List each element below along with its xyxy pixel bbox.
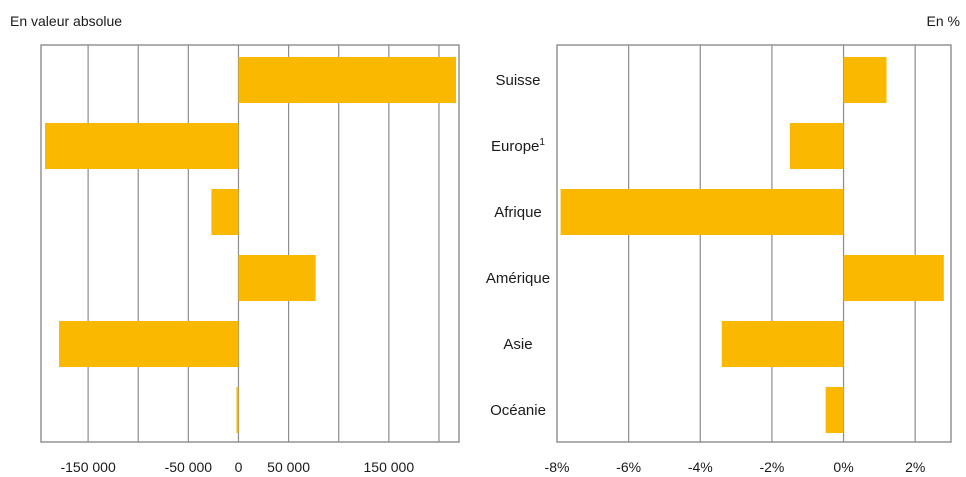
bar-absolute-0 bbox=[238, 57, 456, 103]
bar-percent-0 bbox=[843, 57, 887, 103]
x-tick-label-1: -4% bbox=[688, 459, 713, 475]
bar-percent-2 bbox=[560, 189, 844, 235]
category-label: Suisse bbox=[495, 72, 540, 89]
bar-percent-3 bbox=[843, 255, 944, 301]
category-label: Amérique bbox=[486, 270, 550, 287]
left-chart-caption: En valeur absolue bbox=[10, 13, 123, 29]
category-label: Europe1 bbox=[491, 137, 545, 155]
x-tick-label-0: 0 bbox=[235, 459, 243, 475]
bar-percent-1 bbox=[789, 123, 844, 169]
category-label: Afrique bbox=[494, 204, 542, 221]
bar-absolute-1 bbox=[45, 123, 239, 169]
bar-absolute-2 bbox=[211, 189, 239, 235]
bar-absolute-4 bbox=[59, 321, 239, 367]
bar-percent-5 bbox=[825, 387, 844, 433]
bar-percent-4 bbox=[721, 321, 844, 367]
bar-absolute-5 bbox=[236, 387, 239, 433]
x-tick-label-1: -6% bbox=[616, 459, 641, 475]
plot-frame-1 bbox=[556, 44, 952, 443]
x-tick-label-1: -8% bbox=[545, 459, 570, 475]
x-tick-label-0: -150 000 bbox=[60, 459, 115, 475]
category-label: Océanie bbox=[490, 402, 546, 419]
x-tick-label-1: -2% bbox=[759, 459, 784, 475]
x-tick-label-0: 50 000 bbox=[267, 459, 310, 475]
right-chart-caption: En % bbox=[926, 13, 960, 29]
x-tick-label-0: -50 000 bbox=[165, 459, 213, 475]
x-tick-label-0: 150 000 bbox=[364, 459, 415, 475]
plot-frame-0 bbox=[40, 44, 460, 443]
category-label: Asie bbox=[503, 336, 532, 353]
x-tick-label-1: 0% bbox=[833, 459, 853, 475]
bar-absolute-3 bbox=[238, 255, 316, 301]
x-tick-label-1: 2% bbox=[905, 459, 925, 475]
